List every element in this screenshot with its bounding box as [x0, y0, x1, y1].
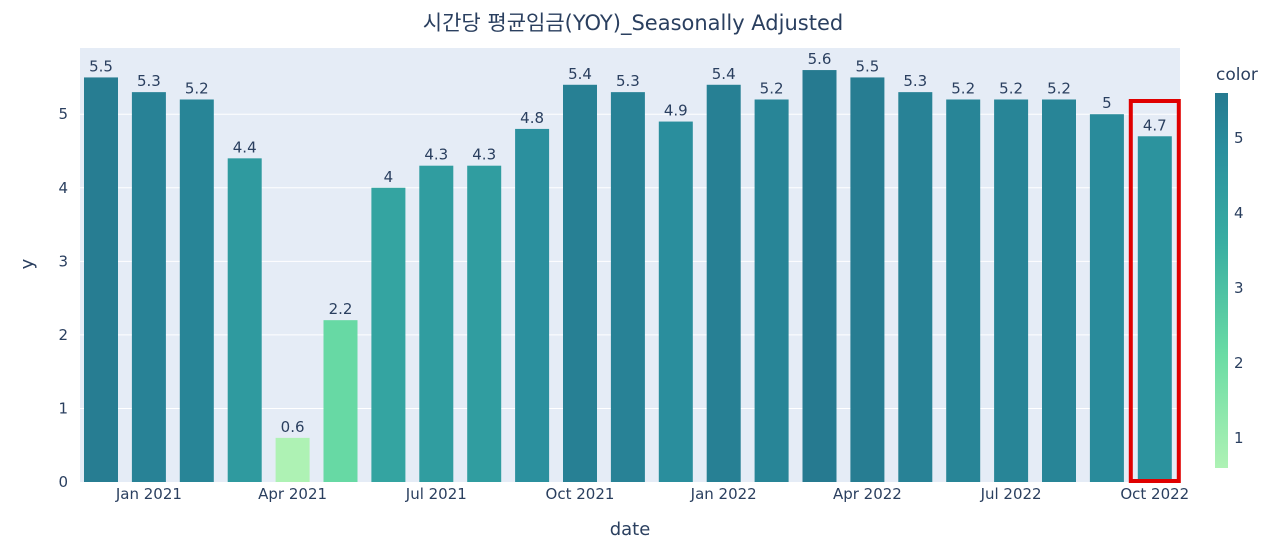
- y-tick-label: 1: [58, 399, 68, 417]
- x-tick-label: Jan 2022: [690, 485, 757, 503]
- colorbar-tick-label: 4: [1234, 204, 1244, 222]
- data-label: 4.8: [520, 109, 544, 127]
- data-label: 4.3: [424, 146, 448, 164]
- x-tick-label: Apr 2021: [258, 485, 327, 503]
- chart-title: 시간당 평균임금(YOY)_Seasonally Adjusted: [423, 11, 843, 36]
- data-label: 5.5: [89, 57, 113, 75]
- bar: [179, 99, 214, 483]
- bar: [419, 165, 454, 482]
- bar: [323, 320, 358, 482]
- data-label: 4: [384, 168, 394, 186]
- bar: [898, 92, 933, 482]
- data-label: 5.2: [951, 79, 975, 97]
- x-tick-label: Oct 2021: [546, 485, 615, 503]
- y-tick-label: 2: [58, 326, 68, 344]
- data-labels: 5.5 5.3 5.2 4.4 0.6 2.2 4 4.3 4.3 4.8 5.4 5.3 4.9 5.4…: [89, 50, 1167, 436]
- data-label: 4.7: [1143, 116, 1167, 134]
- bar: [1042, 99, 1076, 483]
- colorbar-tick-label: 3: [1234, 279, 1244, 297]
- bar: [131, 92, 166, 482]
- bar: [563, 84, 597, 482]
- y-tick-label: 4: [58, 179, 68, 197]
- bar: [84, 77, 118, 482]
- bar: [610, 92, 645, 482]
- data-label: 5.3: [616, 72, 640, 90]
- data-label: 4.3: [472, 146, 496, 164]
- bar: [706, 84, 741, 482]
- bar: [1137, 136, 1172, 482]
- y-tick-labels: 0 1 2 3 4 5: [58, 105, 68, 491]
- bar: [227, 158, 262, 482]
- data-label: 5.2: [185, 79, 209, 97]
- bar: [658, 121, 693, 482]
- bar: [371, 187, 406, 483]
- bar: [994, 99, 1029, 483]
- x-tick-label: Jul 2022: [980, 485, 1042, 503]
- y-tick-label: 0: [58, 473, 68, 491]
- data-label: 5.6: [808, 50, 832, 68]
- data-label: 5.4: [712, 65, 736, 83]
- data-label: 4.4: [233, 138, 257, 156]
- bar: [467, 165, 502, 482]
- y-tick-label: 3: [58, 252, 68, 270]
- bar: [515, 128, 550, 482]
- data-label: 5.2: [999, 79, 1023, 97]
- data-label: 5.5: [855, 57, 879, 75]
- x-tick-label: Jan 2021: [115, 485, 182, 503]
- x-tick-labels: Jan 2021 Apr 2021 Jul 2021 Oct 2021 Jan 2022…: [115, 485, 1189, 503]
- data-label: 2.2: [329, 300, 353, 318]
- colorbar-tick-label: 2: [1234, 354, 1244, 372]
- bar: [850, 77, 885, 482]
- x-tick-label: Oct 2022: [1120, 485, 1189, 503]
- bar: [802, 70, 837, 482]
- colorbar-ticks: 1 2 3 4 5: [1234, 129, 1244, 447]
- highlight-box: [1128, 99, 1181, 483]
- x-tick-label: Apr 2022: [833, 485, 902, 503]
- data-label: 5.2: [1047, 79, 1071, 97]
- data-label: 5: [1102, 94, 1112, 112]
- data-label: 4.9: [664, 102, 688, 120]
- colorbar-tick-label: 1: [1234, 429, 1244, 447]
- bar-series: [84, 70, 1172, 483]
- data-label: 5.2: [760, 79, 784, 97]
- colorbar: [1215, 93, 1228, 468]
- colorbar-tick-label: 5: [1234, 129, 1244, 147]
- x-axis-title: date: [610, 519, 651, 540]
- bar: [754, 99, 789, 483]
- y-tick-label: 5: [58, 105, 68, 123]
- data-label: 5.4: [568, 65, 592, 83]
- bar: [946, 99, 981, 483]
- data-label: 5.3: [137, 72, 161, 90]
- x-tick-label: Jul 2021: [405, 485, 467, 503]
- colorbar-title: color: [1216, 65, 1258, 85]
- bar: [1089, 114, 1124, 482]
- data-label: 0.6: [281, 418, 305, 436]
- y-axis-title: y: [17, 258, 38, 269]
- data-label: 5.3: [903, 72, 927, 90]
- bar: [275, 437, 310, 482]
